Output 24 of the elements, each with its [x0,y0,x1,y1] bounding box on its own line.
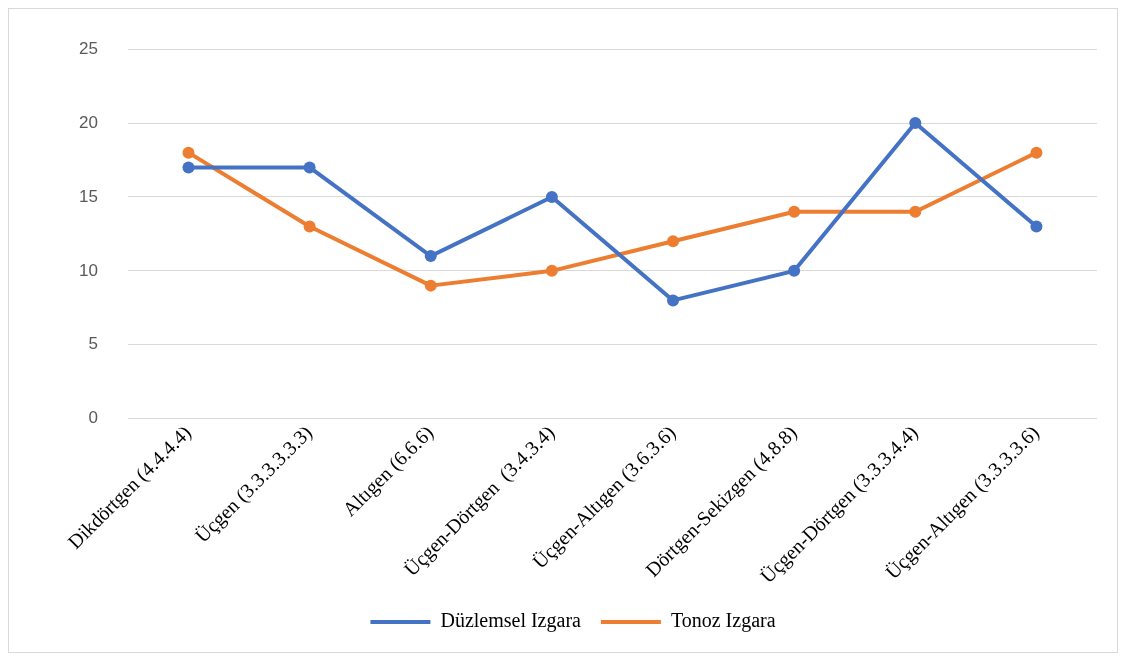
y-tick-label: 0 [88,408,98,428]
point [909,117,922,130]
legend-label: Tonoz Izgara [670,609,776,633]
point [303,161,316,174]
point [424,250,437,263]
point [1030,146,1043,159]
point [1030,220,1043,233]
y-tick-label: 15 [78,186,98,206]
point [788,205,801,218]
legend-label: Düzlemsel Izgara [440,609,582,633]
point [182,161,195,174]
point [667,235,680,248]
point [788,264,801,277]
point [667,294,680,307]
y-tick-label: 25 [78,38,98,58]
point [909,205,922,218]
y-tick-label: 10 [78,260,98,280]
y-tick-label: 20 [78,112,98,132]
point [424,279,437,292]
point [303,220,316,233]
point [545,264,558,277]
point [545,190,558,203]
point [182,146,195,159]
y-tick-label: 5 [88,334,98,354]
